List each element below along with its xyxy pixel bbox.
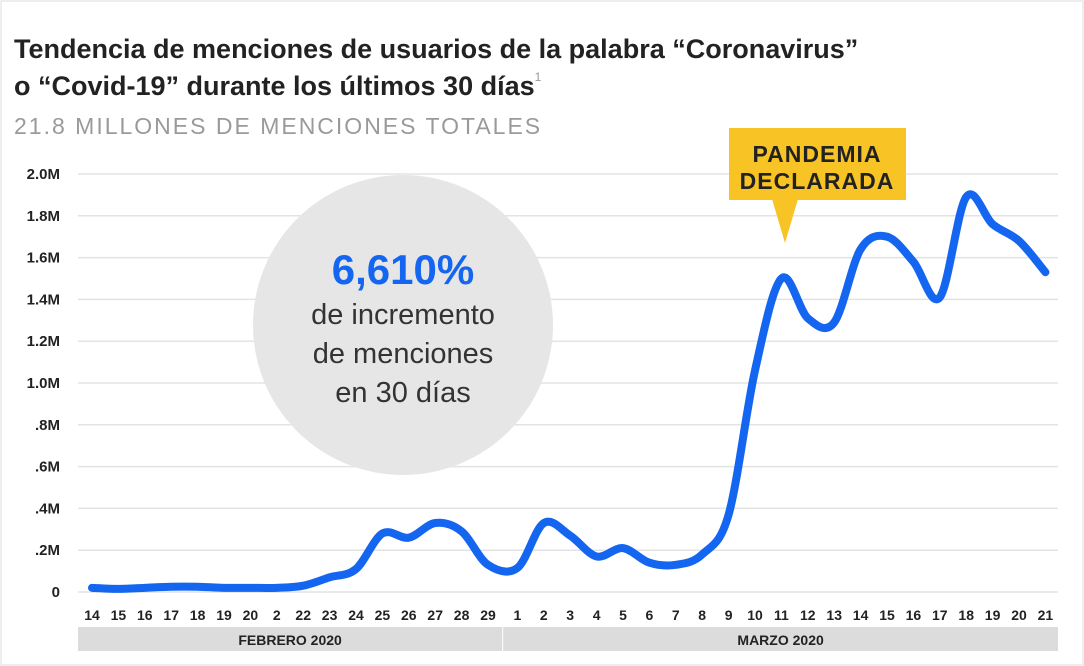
x-tick-label: 16	[137, 607, 153, 623]
x-tick-label: 3	[566, 607, 574, 623]
x-tick-label: 14	[84, 607, 100, 623]
chart-title: Tendencia de menciones de usuarios de la…	[14, 34, 858, 64]
data-line	[88, 190, 1050, 593]
x-tick-label: 27	[427, 607, 443, 623]
x-tick-label: 18	[190, 607, 206, 623]
annotation-text: de incremento	[311, 299, 495, 331]
annotation-text: en 30 días	[335, 377, 470, 409]
x-tick-label: 15	[879, 607, 895, 623]
x-tick-label: 14	[853, 607, 869, 623]
y-tick-label: .4M	[35, 500, 60, 517]
x-tick-label: 10	[747, 607, 763, 623]
x-tick-label: 18	[958, 607, 974, 623]
x-tick-label: 20	[1011, 607, 1027, 623]
x-group-label: FEBRERO 2020	[238, 632, 342, 648]
x-tick-label: 1	[514, 607, 522, 623]
chart-title-line: o “Covid-19” durante los últimos 30 días	[14, 71, 535, 101]
x-group-label: MARZO 2020	[737, 632, 824, 648]
y-tick-label: .2M	[35, 542, 60, 559]
x-tick-label: 22	[295, 607, 311, 623]
x-tick-label: 15	[111, 607, 127, 623]
x-tick-label: 26	[401, 607, 417, 623]
y-tick-label: 1.2M	[27, 333, 60, 350]
y-tick-label: .6M	[35, 459, 60, 476]
x-tick-label: 20	[243, 607, 259, 623]
x-tick-label: 9	[725, 607, 733, 623]
x-tick-label: 19	[985, 607, 1001, 623]
callout-pointer	[772, 199, 798, 243]
plot: 6,610% de incremento de menciones en 30 día…	[88, 128, 1050, 593]
x-tick-label: 16	[906, 607, 922, 623]
chart-title: o “Covid-19” durante los últimos 30 días…	[14, 70, 542, 101]
x-tick-label: 17	[932, 607, 948, 623]
footnote-mark: 1	[535, 70, 542, 84]
grid	[78, 173, 1058, 593]
callout-text: DECLARADA	[740, 168, 895, 194]
x-tick-label: 19	[216, 607, 232, 623]
x-group-band	[78, 627, 503, 651]
x-tick-label: 23	[322, 607, 338, 623]
x-group-band	[503, 627, 1058, 651]
x-tick-label: 12	[800, 607, 816, 623]
x-tick-label: 24	[348, 607, 364, 623]
y-tick-label: 1.8M	[27, 208, 60, 225]
chart-subtitle: 21.8 MILLONES DE MENCIONES TOTALES	[14, 113, 542, 139]
y-tick-label: .8M	[35, 417, 60, 434]
x-tick-label: 8	[698, 607, 706, 623]
x-tick-label: 21	[1038, 607, 1054, 623]
x-tick-label: 11	[774, 607, 789, 623]
x-tick-label: 4	[593, 607, 601, 623]
annotation-text: de menciones	[313, 338, 494, 370]
x-tick-label: 13	[826, 607, 842, 623]
x-tick-label: 7	[672, 607, 680, 623]
x-tick-label: 2	[273, 607, 281, 623]
annotation-highlight: 6,610%	[332, 246, 474, 293]
y-tick-label: 1.0M	[27, 375, 60, 392]
callout-text: PANDEMIA	[753, 141, 882, 167]
x-tick-label: 6	[646, 607, 654, 623]
y-tick-label: 0	[52, 584, 60, 601]
y-tick-label: 1.6M	[27, 250, 60, 267]
x-tick-label: 28	[454, 607, 470, 623]
callout-box	[729, 128, 906, 200]
x-tick-label: 25	[375, 607, 391, 623]
annotation-circle	[253, 175, 553, 475]
x-tick-label: 17	[163, 607, 179, 623]
y-tick-label: 2.0M	[27, 166, 60, 183]
x-tick-label: 5	[619, 607, 627, 623]
x-tick-label: 2	[540, 607, 548, 623]
x-tick-label: 29	[480, 607, 496, 623]
y-tick-label: 1.4M	[27, 291, 60, 308]
